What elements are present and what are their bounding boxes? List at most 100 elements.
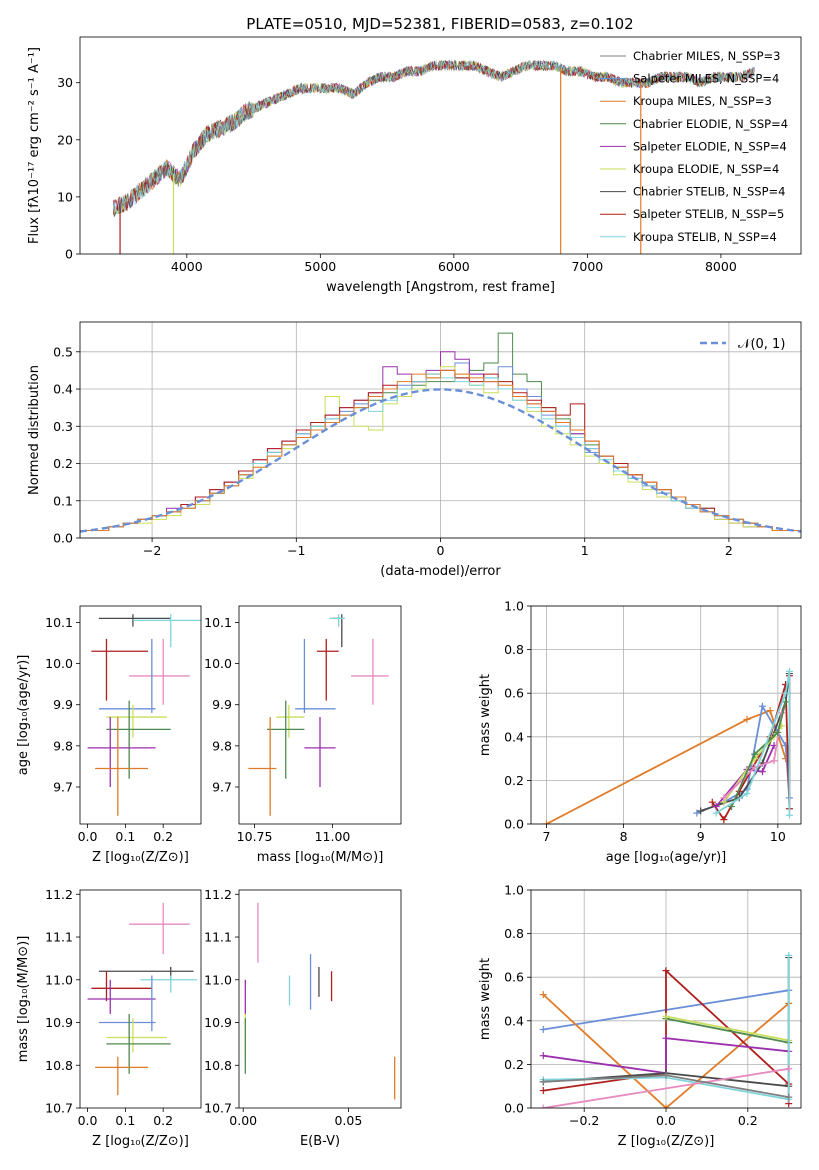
normal-curve [80, 388, 801, 533]
panel-spectrum: 4000 5000 6000 7000 8000 0 10 20 30 wavelength [A… [27, 36, 802, 295]
axes-frame [530, 605, 802, 825]
weight-series-line [723, 712, 783, 799]
weight-point-marker [539, 1087, 547, 1095]
legend-label: Kroupa ELODIE, N_SSP=4 [633, 162, 779, 176]
y-tick-label: 10.7 [45, 1101, 73, 1116]
y-tick-label: 1.0 [504, 599, 524, 614]
legend-label: Chabrier STELIB, N_SSP=4 [633, 185, 785, 199]
y-tick-label: 0.2 [53, 456, 73, 471]
spectrum-series-line [113, 60, 755, 215]
x-tick-label: 10.75 [237, 829, 273, 844]
plot-area [248, 614, 389, 816]
weight-series-line [543, 1067, 789, 1108]
weight-point-marker [758, 768, 766, 776]
y-tick-label: 0.3 [53, 419, 73, 434]
plot-area [542, 667, 793, 824]
x-tick-label: 0.1 [115, 1113, 135, 1128]
legend-label: Chabrier MILES, N_SSP=3 [633, 49, 780, 63]
legend-label: 𝒩(0, 1) [738, 337, 785, 352]
axes-frame [79, 889, 202, 1109]
panel-weight_vs_age: 7 8 9 10 0.0 0.2 0.4 0.6 0.8 1.0 age [log₁₀(age/yr… [478, 599, 802, 865]
weight-series-line [543, 1037, 789, 1075]
weight-point-marker [542, 820, 550, 824]
x-axis-label: Z [log₁₀(Z/Z⊙)] [92, 1134, 189, 1149]
y-tick-label: 9.9 [212, 697, 232, 712]
axes-frame [238, 605, 402, 825]
y-tick-label: 0.6 [504, 970, 524, 985]
x-tick-label: 0.2 [153, 829, 173, 844]
x-tick-label: 10 [770, 829, 786, 844]
y-tick-label: 10.7 [204, 1101, 232, 1116]
weight-point-marker [539, 1052, 547, 1060]
x-tick-label: −2 [143, 543, 161, 558]
y-tick-label: 30 [57, 75, 73, 90]
weight-point-marker [785, 667, 793, 675]
x-axis-label: Z [log₁₀(Z/Z⊙)] [618, 1134, 715, 1149]
y-tick-label: 1.0 [504, 883, 524, 898]
y-tick-label: 9.8 [212, 738, 232, 753]
legend-label: Kroupa MILES, N_SSP=3 [633, 94, 772, 108]
plot-area [539, 951, 793, 1108]
y-tick-label: 11.0 [45, 972, 73, 987]
weight-point-marker [693, 809, 701, 817]
y-tick-label: 11.1 [204, 930, 232, 945]
weight-point-marker [539, 1104, 547, 1108]
x-tick-label: 0.0 [78, 1113, 98, 1128]
x-tick-label: 8000 [705, 259, 737, 274]
x-tick-label: 2 [725, 543, 733, 558]
x-tick-label: −0.2 [569, 1113, 599, 1128]
figure-title: PLATE=0510, MJD=52381, FIBERID=0583, z=0… [246, 15, 633, 33]
weight-point-marker [712, 809, 720, 817]
y-tick-label: 10 [57, 189, 73, 204]
y-tick-label: 9.7 [53, 779, 73, 794]
weight-point-marker [782, 698, 790, 706]
panel-age_vs_Z: 0.0 0.1 0.2 9.7 9.8 9.9 10.0 10.1 Z [log₁₀(Z/Z⊙)… [16, 605, 202, 865]
y-tick-label: 0.2 [504, 1057, 524, 1072]
weight-series-line [665, 1015, 789, 1042]
weight-series-line [665, 1017, 789, 1044]
legend-label: Salpeter STELIB, N_SSP=5 [633, 207, 784, 221]
y-tick-label: 10.8 [204, 1058, 232, 1073]
y-axis-label: age [log₁₀(age/yr)] [16, 655, 31, 776]
weight-point-marker [785, 1065, 793, 1073]
weight-point-marker [539, 1026, 547, 1034]
axes-frame [79, 605, 202, 825]
y-tick-label: 11.2 [45, 887, 73, 902]
weight-point-marker [539, 1078, 547, 1086]
weight-point-marker [785, 951, 793, 959]
y-tick-label: 10.9 [204, 1015, 232, 1030]
x-tick-label: 0.00 [229, 1113, 257, 1128]
y-axis-label: mass weight [478, 958, 493, 1040]
weight-point-marker [766, 707, 774, 715]
y-tick-label: 11.0 [204, 972, 232, 987]
weight-point-marker [743, 789, 751, 797]
weight-point-marker [743, 715, 751, 723]
x-tick-label: 11.00 [315, 829, 351, 844]
y-tick-label: 0.5 [53, 344, 73, 359]
y-tick-label: 0.0 [504, 1101, 524, 1116]
y-tick-label: 0.8 [504, 642, 524, 657]
y-tick-label: 0.0 [53, 531, 73, 546]
x-axis-label: E(B-V) [300, 1134, 340, 1149]
y-tick-label: 11.1 [45, 930, 73, 945]
axes-frame [238, 889, 402, 1109]
y-tick-label: 0.6 [504, 686, 524, 701]
y-tick-label: 0.8 [504, 926, 524, 941]
y-tick-label: 20 [57, 132, 73, 147]
weight-point-marker [770, 757, 778, 765]
weight-point-marker [662, 1012, 670, 1020]
y-tick-label: 10.0 [45, 656, 73, 671]
weight-point-marker [758, 702, 766, 710]
y-tick-label: 10.1 [45, 615, 73, 630]
y-tick-label: 0.0 [504, 817, 524, 832]
x-tick-label: 0.2 [738, 1113, 758, 1128]
y-tick-label: 10.0 [204, 656, 232, 671]
weight-point-marker [662, 1071, 670, 1079]
x-axis-label: (data-model)/error [380, 564, 501, 579]
weight-point-marker [662, 1034, 670, 1042]
y-tick-label: 0.4 [53, 382, 73, 397]
weight-point-marker [539, 991, 547, 999]
weight-point-marker [751, 750, 759, 758]
y-axis-label: mass weight [478, 674, 493, 756]
